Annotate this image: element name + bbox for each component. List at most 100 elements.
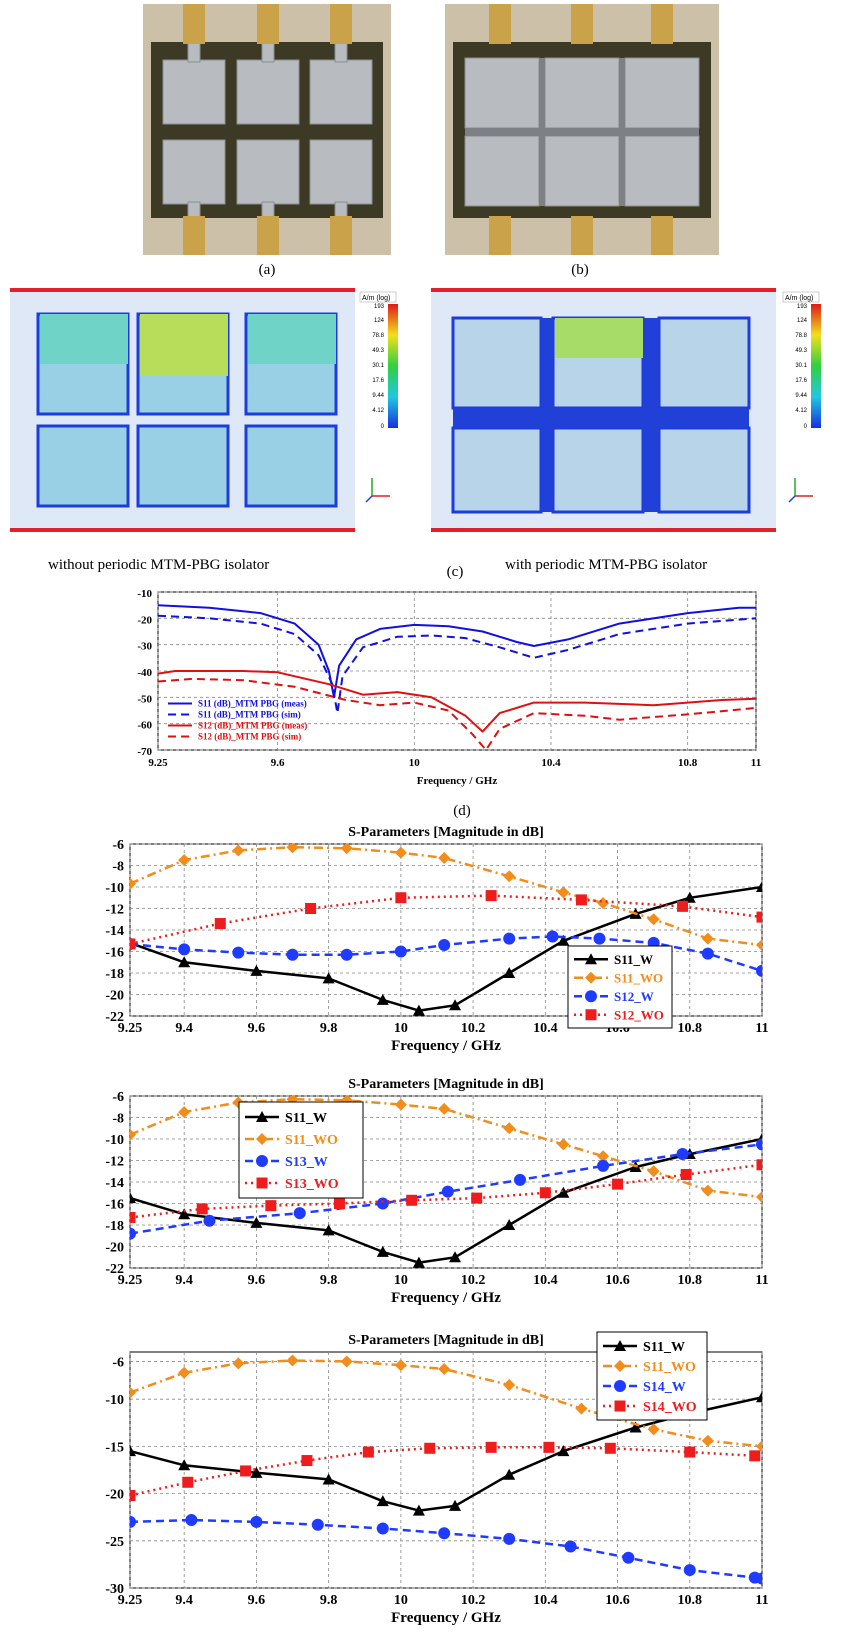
legend-entry: S11 (dB)_MTM PBG (meas) <box>168 699 307 709</box>
data-point <box>441 1185 454 1198</box>
data-point <box>178 943 191 956</box>
axis-triad-icon <box>365 478 390 503</box>
data-point <box>676 1148 689 1161</box>
legend: S11_W S11_WO S12_W S12_WO <box>567 945 673 1029</box>
x-tick-label: 9.25 <box>118 1593 143 1608</box>
y-tick-label: -25 <box>105 1535 124 1550</box>
legend-label: S11_WO <box>643 1360 696 1375</box>
data-point <box>232 946 245 959</box>
y-tick-label: -16 <box>105 1198 124 1213</box>
data-point <box>376 1245 389 1257</box>
y-tick-label: -30 <box>137 641 152 653</box>
legend-entry: S14_WO <box>603 1400 697 1415</box>
data-point <box>564 1540 577 1553</box>
data-point <box>514 1173 527 1186</box>
x-axis-label: Frequency / GHz <box>391 1610 501 1626</box>
colorbar-tick: 0 <box>804 424 808 430</box>
data-point <box>130 1515 136 1528</box>
data-point <box>340 844 353 855</box>
x-tick-label: 9.6 <box>248 1021 266 1036</box>
data-point <box>301 1455 313 1467</box>
data-point <box>604 1442 616 1454</box>
series-line <box>130 1518 762 1580</box>
data-point <box>449 1499 462 1511</box>
caption-without-isolator: without periodic MTM-PBG isolator <box>48 557 270 573</box>
data-point <box>203 1214 216 1227</box>
legend-entry: S13_W <box>245 1155 328 1170</box>
legend-entry: S14_W <box>603 1380 686 1395</box>
data-point <box>178 854 191 867</box>
y-tick-label: -20 <box>105 1241 124 1256</box>
colorbar-tick: 124 <box>797 318 808 324</box>
x-tick-label: 10.2 <box>461 1021 486 1036</box>
legend: S11_W S11_WO S13_W S13_WO <box>238 1101 364 1199</box>
x-tick-label: 11 <box>755 1593 768 1608</box>
caption-with-isolator: with periodic MTM-PBG isolator <box>505 557 708 573</box>
y-tick-label: -12 <box>105 903 124 918</box>
y-tick-label: -50 <box>137 693 152 705</box>
data-point <box>756 881 762 892</box>
data-point <box>756 1191 762 1204</box>
data-point <box>680 1168 692 1180</box>
data-point <box>250 1466 263 1478</box>
data-point <box>557 934 570 946</box>
data-point <box>485 890 497 902</box>
pcb-with-isolator-photo <box>445 4 719 255</box>
data-point <box>256 1177 268 1189</box>
legend-entry: S11_W <box>245 1111 327 1126</box>
legend-label: S12_W <box>614 989 654 1004</box>
y-tick-label: -22 <box>105 1010 124 1025</box>
data-point <box>557 1445 570 1457</box>
data-point <box>485 1441 497 1453</box>
x-tick-label: 11 <box>755 1273 768 1288</box>
series-line <box>158 604 756 699</box>
data-point <box>701 1434 714 1447</box>
legend-entry: S11_WO <box>574 970 663 985</box>
data-point <box>394 1098 407 1111</box>
data-point <box>406 1194 418 1206</box>
legend-entry: S11_W <box>574 952 653 967</box>
data-point <box>471 1192 483 1204</box>
x-tick-label: 10.8 <box>678 1593 703 1608</box>
y-tick-label: -20 <box>105 1488 124 1503</box>
colorbar-tick: 49.3 <box>372 348 384 354</box>
data-point <box>647 913 660 926</box>
colorbar-tick: 30.1 <box>372 363 384 369</box>
data-point <box>232 1357 245 1370</box>
x-tick-label: 10.2 <box>461 1273 486 1288</box>
data-point <box>701 1184 714 1197</box>
caption-d: (d) <box>453 803 471 819</box>
data-point <box>412 1256 425 1268</box>
data-point <box>585 990 597 1003</box>
data-point <box>749 1450 761 1462</box>
legend-entry: S12_WO <box>574 1007 664 1022</box>
data-point <box>130 1128 136 1141</box>
y-tick-label: -20 <box>105 989 124 1004</box>
legend-label: S11_WO <box>614 970 663 985</box>
legend-box <box>567 945 673 1029</box>
data-point <box>756 911 762 923</box>
data-point <box>647 1423 660 1436</box>
current-distribution-with-isolator: A/m (log) 193 124 78.8 49.3 30.1 17.6 9.… <box>431 288 821 532</box>
legend-label: S13_WO <box>285 1177 339 1192</box>
chart-s13: S-Parameters [Magnitude in dB] 9.25 9.4 9.6… <box>105 1077 768 1306</box>
x-axis-label: Frequency / GHz <box>391 1290 501 1306</box>
data-point <box>286 844 299 854</box>
y-tick-label: -10 <box>105 881 124 896</box>
current-distribution-without-isolator: A/m (log) 193 124 78.8 49.3 30.1 17.6 9.… <box>10 288 398 532</box>
caption-c: (c) <box>446 564 464 580</box>
data-point <box>614 1400 626 1412</box>
plot-area <box>129 1095 763 1269</box>
colorbar-tick: 0 <box>381 424 385 430</box>
y-tick-label: -12 <box>105 1155 124 1170</box>
x-tick-label: 10.8 <box>678 1021 703 1036</box>
data-point <box>684 1446 696 1458</box>
legend-label: S11 (dB)_MTM PBG (sim) <box>198 710 301 720</box>
data-point <box>394 945 407 958</box>
colorbar-tick: 49.3 <box>795 348 807 354</box>
colorbar-ticks: 193 124 78.8 49.3 30.1 17.6 9.44 4.12 0 <box>795 304 807 430</box>
data-point <box>394 846 407 859</box>
data-point <box>585 971 597 984</box>
colorbar-tick: 9.44 <box>372 393 384 399</box>
legend-label: S11_W <box>643 1340 685 1355</box>
